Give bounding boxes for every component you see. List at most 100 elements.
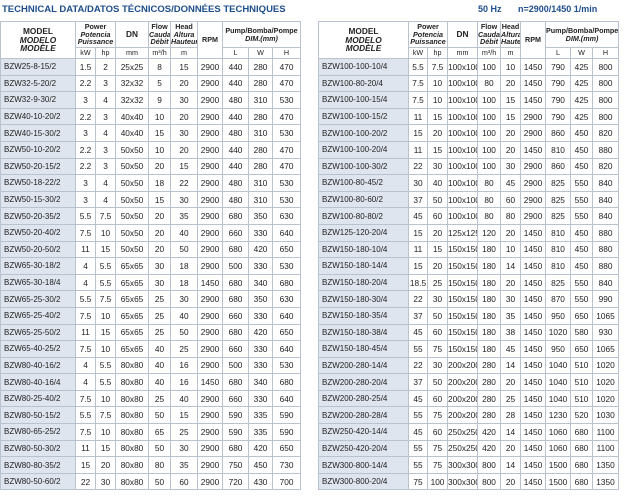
- data-row: BZW250-420-14/4 45 60 250x250 420 14 1450 1060 6…: [318, 423, 620, 441]
- header-line: Potencia: [80, 29, 111, 39]
- value-cell: 10: [427, 74, 448, 93]
- value-cell: 80: [477, 190, 501, 209]
- value-cell: 2900: [197, 406, 223, 425]
- data-row: BZW150-180-30/4 22 30 150x150 180 30 1450 870 55…: [318, 290, 620, 308]
- header-row: kW hp mm m³/h m L W H: [1, 47, 302, 59]
- value-cell: 1040: [545, 356, 571, 375]
- header-line: Hauteur: [501, 37, 521, 47]
- value-cell: 7.5: [75, 223, 96, 242]
- value-cell: 65x65: [115, 273, 149, 292]
- value-cell: 30: [170, 124, 198, 142]
- value-cell: 80x80: [115, 456, 149, 474]
- value-cell: 1450: [197, 273, 223, 292]
- data-row: BZW40-10-20/2 2.2 3 40x40 10 20 2900 440 280 470: [0, 107, 302, 126]
- model-cell: BZW100-80-20/4: [318, 74, 409, 93]
- value-cell: 2900: [197, 124, 223, 142]
- value-cell: 50x50: [115, 223, 149, 242]
- value-cell: 25x25: [115, 58, 149, 76]
- value-cell: 80: [477, 174, 501, 192]
- model-cell: BZW80-80-35/2: [0, 456, 76, 474]
- value-cell: 50x50: [115, 207, 149, 225]
- value-cell: 80x80: [115, 472, 149, 491]
- value-cell: 500: [222, 356, 249, 375]
- value-cell: 1350: [591, 456, 620, 474]
- value-cell: 60: [427, 389, 448, 408]
- value-cell: 40: [148, 373, 171, 391]
- data-table: MODEL MODELO MODÈLE Power Potencia Puissance D…: [0, 21, 302, 491]
- value-cell: 10: [95, 389, 116, 408]
- value-cell: 7.5: [75, 306, 96, 325]
- value-cell: 1020: [591, 389, 620, 408]
- value-cell: 20: [148, 240, 171, 259]
- data-row: BZW200-280-20/4 37 50 200x200 280 20 1450 1040 5…: [318, 373, 620, 391]
- value-cell: 11: [75, 323, 96, 342]
- value-cell: 680: [570, 423, 593, 441]
- data-row: BZW40-15-30/2 3 4 40x40 15 30 2900 480 310 530: [0, 124, 302, 142]
- value-cell: 10: [95, 306, 116, 325]
- value-cell: 450: [570, 257, 593, 275]
- value-cell: 1450: [520, 91, 546, 109]
- value-cell: 150x150: [447, 306, 478, 325]
- header-line: Puissance: [410, 37, 446, 47]
- value-cell: 280: [248, 74, 273, 93]
- data-row: BZW150-180-35/4 37 50 150x150 180 35 1450 950 65…: [318, 306, 620, 325]
- value-cell: 200x200: [447, 389, 478, 408]
- value-cell: 530: [271, 174, 302, 192]
- value-cell: 1450: [520, 340, 546, 358]
- value-cell: 2900: [197, 356, 223, 375]
- value-cell: 75: [427, 406, 448, 425]
- value-cell: 20: [148, 207, 171, 225]
- value-cell: 15: [170, 157, 198, 176]
- value-cell: 1450: [520, 58, 546, 76]
- value-cell: 280: [248, 157, 273, 176]
- value-cell: 590: [222, 423, 249, 441]
- value-cell: 730: [271, 456, 302, 474]
- value-cell: 590: [271, 406, 302, 425]
- unit-header: W: [248, 47, 273, 59]
- model-cell: BZW150-180-10/4: [318, 240, 409, 259]
- value-cell: 32x32: [115, 74, 149, 93]
- value-cell: 80x80: [115, 406, 149, 425]
- value-cell: 80: [477, 207, 501, 225]
- value-cell: 14: [500, 423, 521, 441]
- header-row: kW hp mm m³/h m L W H: [319, 47, 620, 59]
- value-cell: 7.5: [408, 74, 428, 93]
- data-row: BZW80-40-16/4 4 5.5 80x80 40 16 1450 680 340 680: [0, 373, 302, 391]
- value-cell: 11: [408, 140, 428, 159]
- model-cell: BZW50-18-22/2: [0, 174, 76, 192]
- power-header: Power Potencia Puissance: [75, 21, 116, 48]
- value-cell: 100x100: [447, 174, 478, 192]
- model-header: MODEL MODELO MODÈLE: [318, 21, 409, 59]
- value-cell: 60: [500, 190, 521, 209]
- header-line: Flow: [151, 22, 168, 32]
- value-cell: 10: [95, 423, 116, 441]
- value-cell: 37: [408, 306, 428, 325]
- value-cell: 2: [95, 58, 116, 76]
- value-cell: 10: [95, 223, 116, 242]
- value-cell: 100: [477, 91, 501, 109]
- data-row: BZW50-20-50/2 11 15 50x50 20 50 2900 680 420 650: [0, 240, 302, 259]
- value-cell: 1450: [520, 290, 546, 308]
- value-cell: 2900: [197, 207, 223, 225]
- value-cell: 18: [170, 273, 198, 292]
- value-cell: 80x80: [115, 373, 149, 391]
- model-cell: BZW80-50-60/2: [0, 472, 76, 491]
- value-cell: 550: [570, 207, 593, 225]
- header-line: MODEL: [23, 26, 53, 37]
- value-cell: 500: [222, 257, 249, 275]
- value-cell: 1450: [520, 406, 546, 425]
- unit-header: H: [271, 47, 302, 59]
- data-row: BZW80-50-15/2 5.5 7.5 80x80 50 15 2900 590 335 59…: [0, 406, 302, 425]
- model-cell: BZW200-280-14/4: [318, 356, 409, 375]
- value-cell: 630: [271, 290, 302, 308]
- value-cell: 680: [222, 240, 249, 259]
- value-cell: 470: [271, 140, 302, 159]
- value-cell: 1020: [545, 323, 571, 342]
- data-row: BZW65-25-40/2 7.5 10 65x65 25 40 2900 660 330 640: [0, 306, 302, 325]
- value-cell: 75: [427, 439, 448, 458]
- value-cell: 840: [591, 190, 620, 209]
- value-cell: 2900: [197, 190, 223, 209]
- value-cell: 5.5: [95, 356, 116, 375]
